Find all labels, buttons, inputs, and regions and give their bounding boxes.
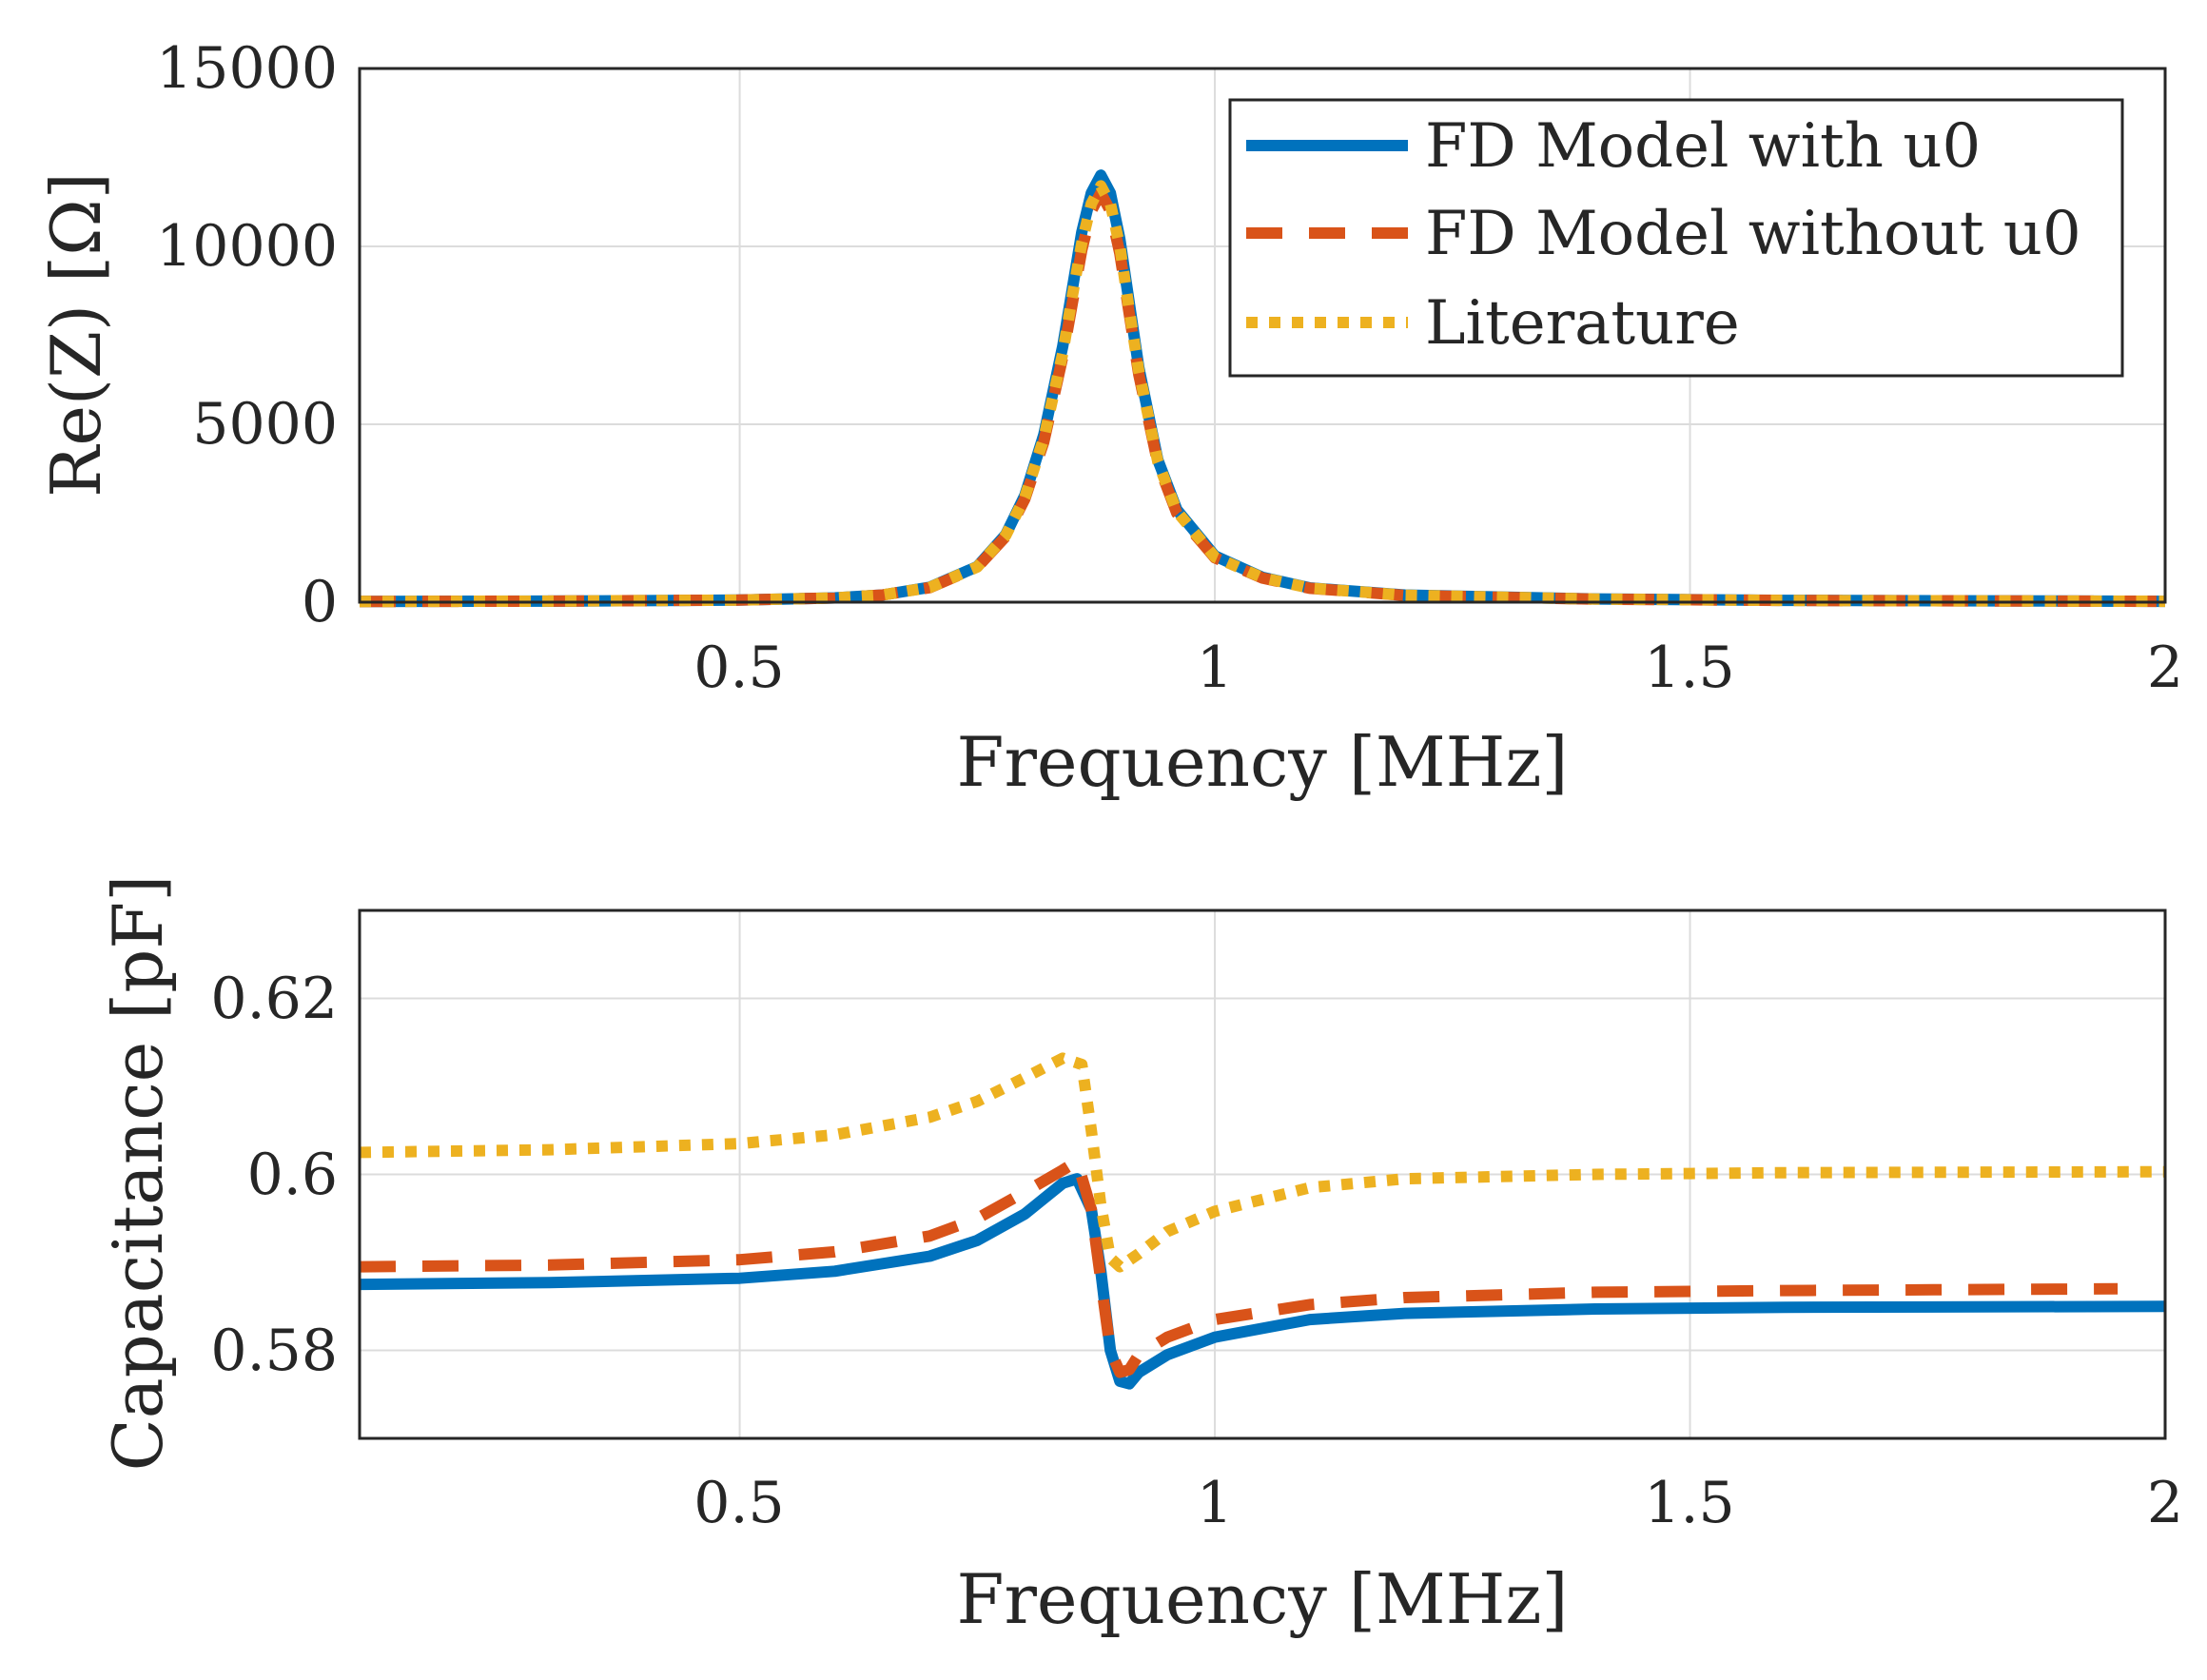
- y-tick-label: 0: [302, 569, 338, 635]
- y-tick-label: 5000: [192, 391, 338, 458]
- x-axis-label: Frequency [MHz]: [957, 1559, 1569, 1639]
- y-tick-label: 0.62: [210, 966, 338, 1032]
- x-tick-label: 1: [1197, 1470, 1233, 1536]
- legend-label-without-u0: FD Model without u0: [1425, 199, 2081, 269]
- y-tick-label: 10000: [156, 213, 338, 280]
- x-tick-label: 1.5: [1644, 635, 1734, 701]
- y-tick-label: 0.58: [210, 1318, 338, 1384]
- x-tick-label: 0.5: [693, 635, 784, 701]
- x-tick-label: 1: [1197, 635, 1233, 701]
- x-tick-label: 1.5: [1644, 1470, 1734, 1536]
- legend: FD Model with u0 FD Model without u0 Lit…: [1228, 98, 2124, 378]
- y-tick-label: 0.6: [247, 1142, 338, 1208]
- series-group: [359, 169, 2166, 608]
- x-tick-label: 0.5: [693, 1470, 784, 1536]
- series-group: [359, 1052, 2166, 1390]
- y-axis-label: Re(Z) [Ω]: [36, 172, 116, 498]
- axes-frame: [358, 67, 2167, 604]
- x-tick-label: 2: [2147, 635, 2183, 701]
- legend-label-with-u0: FD Model with u0: [1425, 111, 1981, 182]
- capacitance-panel: 0.58 0.6 0.62 0.5 1 1.5 2 Frequency [MHz…: [98, 875, 2183, 1639]
- x-tick-label: 2: [2147, 1470, 2183, 1536]
- series-line-fd-model-without-u0: [359, 1155, 2119, 1378]
- x-axis-label: Frequency [MHz]: [957, 722, 1569, 802]
- y-axis-label: Capacitance [pF]: [98, 875, 178, 1472]
- legend-label-literature: Literature: [1425, 288, 1740, 359]
- impedance-panel: 0 5000 10000 15000 0.5 1 1.5 2 Frequency…: [36, 35, 2183, 802]
- axes-frame: [358, 908, 2167, 1440]
- y-tick-label: 15000: [156, 35, 338, 102]
- series-line-literature: [359, 1052, 2166, 1273]
